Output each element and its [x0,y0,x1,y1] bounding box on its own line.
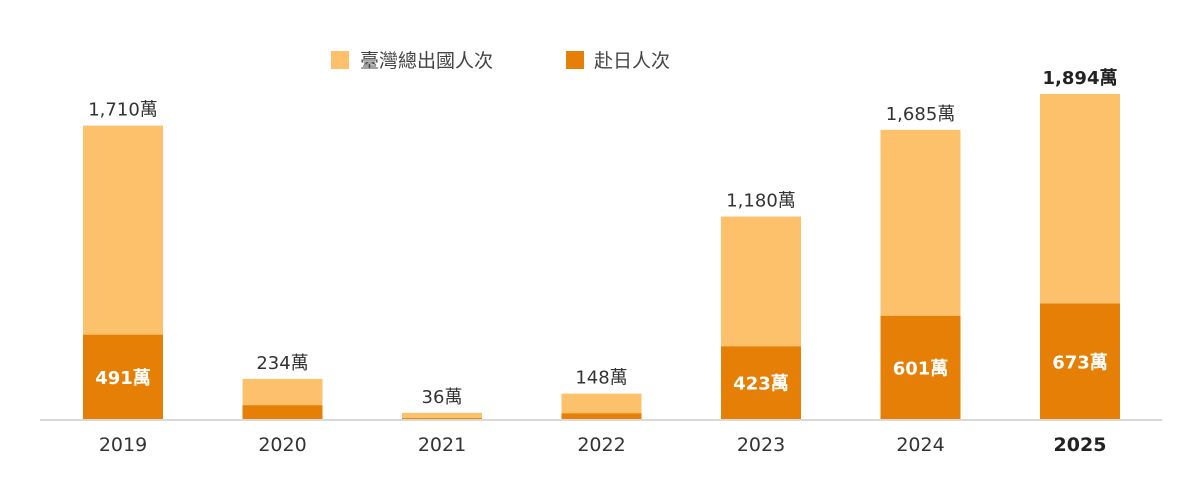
data-label-japan-2024: 601萬 [893,358,949,379]
x-tick-2022: 2022 [577,434,625,456]
data-label-japan-2023: 423萬 [733,374,789,395]
data-label-total-2025: 1,894萬 [1043,68,1118,89]
data-label-total-2024: 1,685萬 [886,104,956,125]
bar-japan-2020 [242,405,323,419]
bar-japan-2022 [561,413,642,419]
legend-label-japan: 赴日人次 [594,50,670,72]
data-label-total-2023: 1,180萬 [726,191,796,212]
x-tick-2023: 2023 [737,434,785,456]
bar-japan-2023 [721,346,801,419]
data-label-total-2019: 1,710萬 [88,100,158,121]
chart-legend: 臺灣總出國人次 赴日人次 [331,50,670,72]
bars-group: 1,710萬 491萬 234萬 36萬 148萬 1,180萬 423萬 1,685萬 601… [83,68,1120,419]
x-tick-2024: 2024 [896,434,944,456]
data-label-japan-2025: 673萬 [1052,352,1108,373]
data-label-japan-2019: 491萬 [95,368,151,389]
x-tick-2020: 2020 [258,434,306,456]
x-tick-2019: 2019 [99,434,147,456]
bar-japan-2021 [402,418,482,419]
x-tick-2021: 2021 [418,434,466,456]
data-label-total-2021: 36萬 [422,387,463,408]
legend-swatch-total [331,51,349,69]
data-label-total-2022: 148萬 [575,368,627,389]
x-axis-ticks: 2019 2020 2021 2022 2023 2024 2025 [99,434,1107,456]
x-tick-2025: 2025 [1054,434,1107,456]
bar-japan-2025 [1040,303,1120,419]
legend-swatch-japan [566,51,584,69]
bar-total-2021 [402,412,482,419]
bar-japan-2024 [880,315,961,419]
legend-label-total: 臺灣總出國人次 [360,50,493,72]
data-label-total-2020: 234萬 [256,353,308,374]
bar-japan-2019 [83,334,163,419]
